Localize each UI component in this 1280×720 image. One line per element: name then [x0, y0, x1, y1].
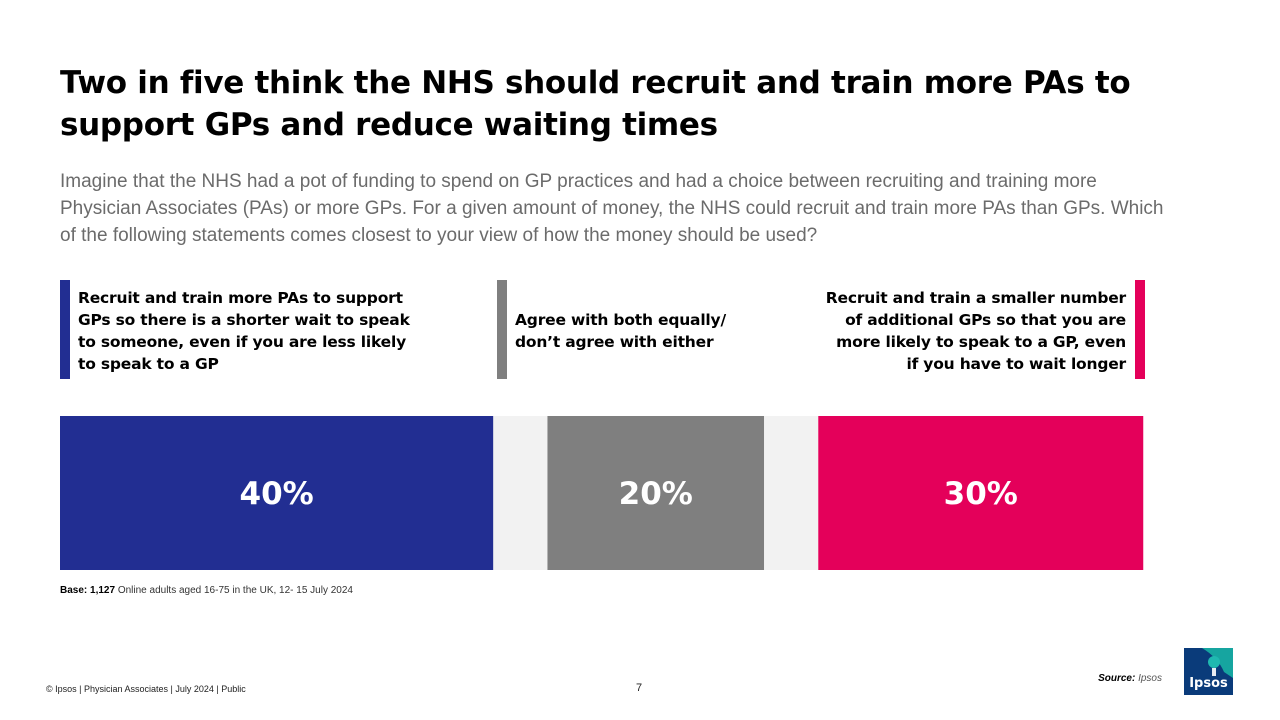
option-3-line: Recruit and train a smaller number	[825, 289, 1126, 307]
option-3-label: Recruit and train a smaller number of ad…	[720, 287, 1126, 375]
base-text: Online adults aged 16-75 in the UK, 12- …	[117, 585, 353, 596]
ipsos-logo: Ipsos	[1184, 648, 1233, 695]
source-value: Ipsos	[1138, 673, 1162, 684]
bar-value-label-3: 30%	[944, 476, 1018, 512]
option-3-accent-bar	[1135, 280, 1145, 379]
logo-mark-icon	[1184, 648, 1233, 695]
option-2-line: don’t agree with either	[515, 333, 714, 351]
bar-value-label-2: 20%	[619, 476, 693, 512]
bar-segment-1	[60, 416, 494, 570]
logo-text: Ipsos	[1189, 676, 1228, 691]
source-note: Source: Ipsos	[1098, 673, 1162, 684]
footer-text: © Ipsos | Physician Associates | July 20…	[46, 684, 246, 694]
base-label: Base: 1,127	[60, 585, 116, 596]
bar-segment-2	[547, 416, 765, 570]
page-number: 7	[636, 682, 643, 694]
base-note: Base: 1,127 Online adults aged 16-75 in …	[60, 585, 353, 596]
bar-segment-3	[818, 416, 1144, 570]
option-2-line: Agree with both equally/	[515, 311, 726, 329]
option-1-line: Recruit and train more PAs to support	[78, 289, 403, 307]
option-1-label: Recruit and train more PAs to support GP…	[78, 287, 478, 375]
option-1-line: to someone, even if you are less likely	[78, 333, 407, 351]
option-1-line: to speak to a GP	[78, 355, 219, 373]
option-1-line: GPs so there is a shorter wait to speak	[78, 311, 410, 329]
option-3-line: of additional GPs so that you are	[845, 311, 1126, 329]
bar-gap-2	[764, 416, 819, 570]
question-text: Imagine that the NHS had a pot of fundin…	[60, 171, 1164, 246]
option-3-line: more likely to speak to a GP, even	[836, 333, 1126, 351]
option-3-line: if you have to wait longer	[906, 355, 1126, 373]
option-2-label: Agree with both equally/ don’t agree wit…	[515, 309, 815, 353]
source-label: Source:	[1098, 673, 1136, 684]
slide-title: Two in five think the NHS should recruit…	[60, 65, 1131, 143]
option-2-accent-bar	[497, 280, 507, 379]
bar-gap-1	[493, 416, 548, 570]
option-1-accent-bar	[60, 280, 70, 379]
bar-value-label-1: 40%	[240, 476, 314, 512]
